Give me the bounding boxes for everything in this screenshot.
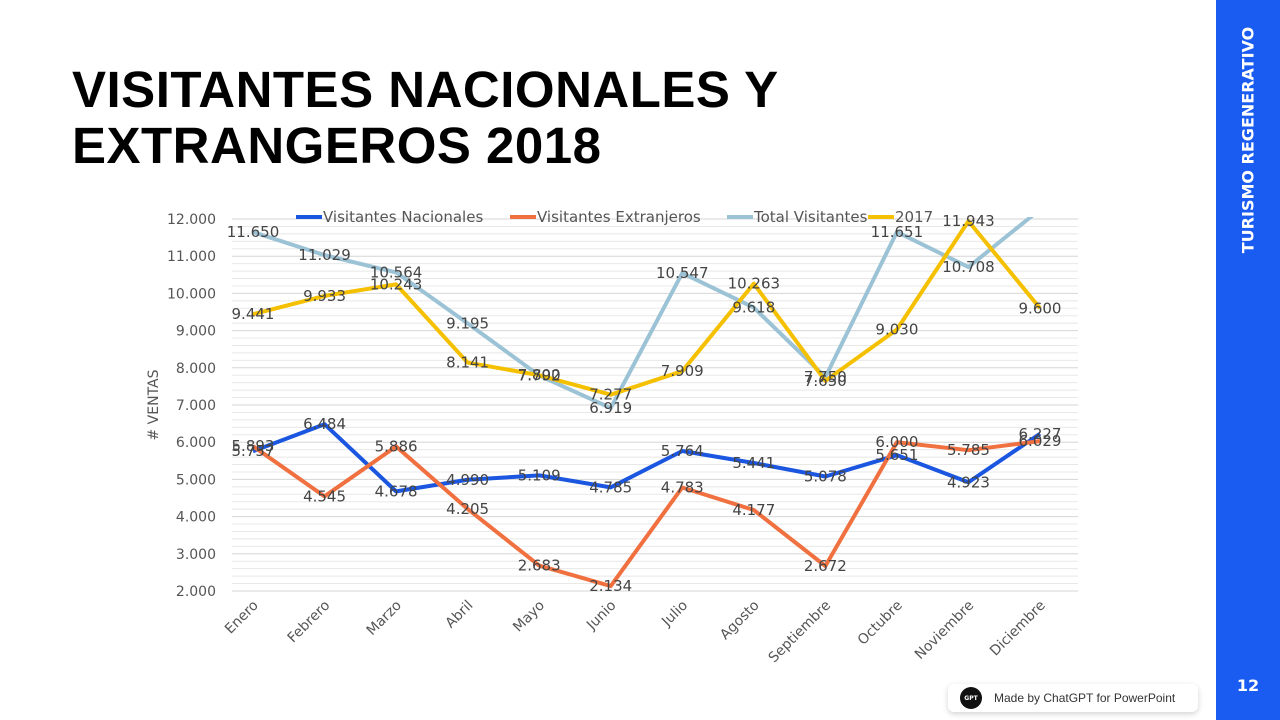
watermark-text: Made by ChatGPT for PowerPoint [994,691,1176,705]
data-label: 7.909 [661,362,704,380]
data-label: 6.227 [1019,425,1062,443]
series-line-2 [252,217,1034,411]
data-label: 5.893 [232,437,275,455]
data-label: 10.564 [370,263,423,281]
data-labels: 5.757 6.484 4.678 4.990 5.109 4.785 5.764 5.441… [227,212,1062,595]
data-label: 4.923 [947,473,990,491]
x-tick-label: Marzo [364,598,405,639]
title-line-2: EXTRANGEROS 2018 [72,117,602,174]
y-tick-label: 3.000 [176,547,216,563]
data-label: 4.678 [375,482,418,500]
y-tick-label: 10.000 [167,286,216,302]
x-tick-label: Abril [443,598,477,632]
data-label: 2.134 [589,577,632,595]
x-tick-label: Agosto [717,598,763,644]
series-lines [251,217,1042,589]
watermark-badge[interactable]: GPT Made by ChatGPT for PowerPoint [948,684,1198,712]
data-label: 5.785 [947,441,990,459]
data-label: 4.990 [446,471,489,489]
data-label: 5.109 [518,466,561,484]
data-label: 5.441 [732,454,775,472]
data-label: 11.029 [298,246,351,264]
x-axis-ticks: Enero Febrero Marzo Abril Mayo Junio Julio Agos… [222,598,1049,667]
y-tick-label: 12.000 [167,212,216,228]
sidebar-band [1216,0,1280,720]
data-label: 2.672 [804,557,847,575]
series-line-3 [252,219,1042,397]
data-label: 5.886 [375,437,418,455]
sidebar-label: TURISMO REGENERATIVO [1238,26,1258,254]
y-tick-label: 9.000 [176,324,216,340]
data-label: 7.277 [589,386,632,404]
legend: Visitantes Nacionales Visitantes Extranje… [296,208,933,226]
legend-label: 2017 [895,208,933,226]
data-label: 2.683 [518,557,561,575]
data-label: 11.650 [227,223,280,241]
y-tick-label: 8.000 [176,361,216,377]
slide-title: VISITANTES NACIONALES Y EXTRANGEROS 2018 [72,62,779,174]
data-label: 4.785 [589,478,632,496]
data-label: 7.750 [804,368,847,386]
data-label: 6.000 [875,433,918,451]
x-tick-label: Diciembre [987,598,1049,660]
legend-label: Visitantes Nacionales [323,208,483,226]
series-line-1 [251,439,1041,589]
legend-label: Visitantes Extranjeros [537,208,701,226]
data-label: 5.651 [875,446,918,464]
y-axis-ticks: 2.000 3.000 4.000 5.000 6.000 7.000 8.000 9.000… [167,212,216,600]
x-tick-label: Julio [658,598,691,631]
data-label: 10.708 [942,258,995,276]
data-label: 7.792 [518,367,561,385]
data-label: 7.650 [804,372,847,390]
data-label: 9.618 [732,299,775,317]
data-label: 6.029 [1019,432,1062,450]
data-label: 4.783 [661,478,704,496]
x-tick-label: Febrero [285,598,334,647]
data-label: 8.141 [446,354,489,372]
series-line-0 [252,422,1042,494]
data-label: 9.933 [303,287,346,305]
y-tick-label: 6.000 [176,435,216,451]
data-label: 4.205 [446,500,489,518]
x-tick-label: Enero [222,598,262,638]
x-tick-label: Mayo [510,598,548,636]
title-line-1: VISITANTES NACIONALES Y [72,61,779,118]
x-tick-label: Noviembre [912,598,977,663]
data-label: 4.545 [303,487,346,505]
x-tick-label: Octubre [855,598,906,649]
x-tick-label: Septiembre [766,598,835,667]
data-label: 6.484 [303,415,346,433]
data-label: 5.078 [804,467,847,485]
data-label: 11.943 [942,212,995,230]
data-label: 6.919 [589,399,632,417]
y-tick-label: 4.000 [176,510,216,526]
data-label: 11.651 [871,223,924,241]
y-tick-label: 5.000 [176,472,216,488]
data-label: 10.263 [728,275,781,293]
data-label: 10.243 [370,275,423,293]
data-label: 7.800 [518,366,561,384]
page-number: 12 [1236,676,1260,695]
data-label: 9.441 [232,305,275,323]
y-tick-label: 11.000 [167,249,216,265]
data-label: 5.764 [661,442,704,460]
legend-label: Total Visitantes [753,208,868,226]
y-tick-label: 2.000 [176,584,216,600]
data-label: 9.600 [1019,299,1062,317]
data-label: 10.547 [656,264,709,282]
data-label: 5.757 [232,442,275,460]
y-tick-label: 7.000 [176,398,216,414]
data-label: 9.195 [446,314,489,332]
x-tick-label: Junio [583,598,619,634]
y-axis-label: # VENTAS [146,369,162,440]
chatgpt-logo-icon: GPT [960,687,982,709]
data-label: 4.177 [732,501,775,519]
data-label: 9.030 [875,320,918,338]
